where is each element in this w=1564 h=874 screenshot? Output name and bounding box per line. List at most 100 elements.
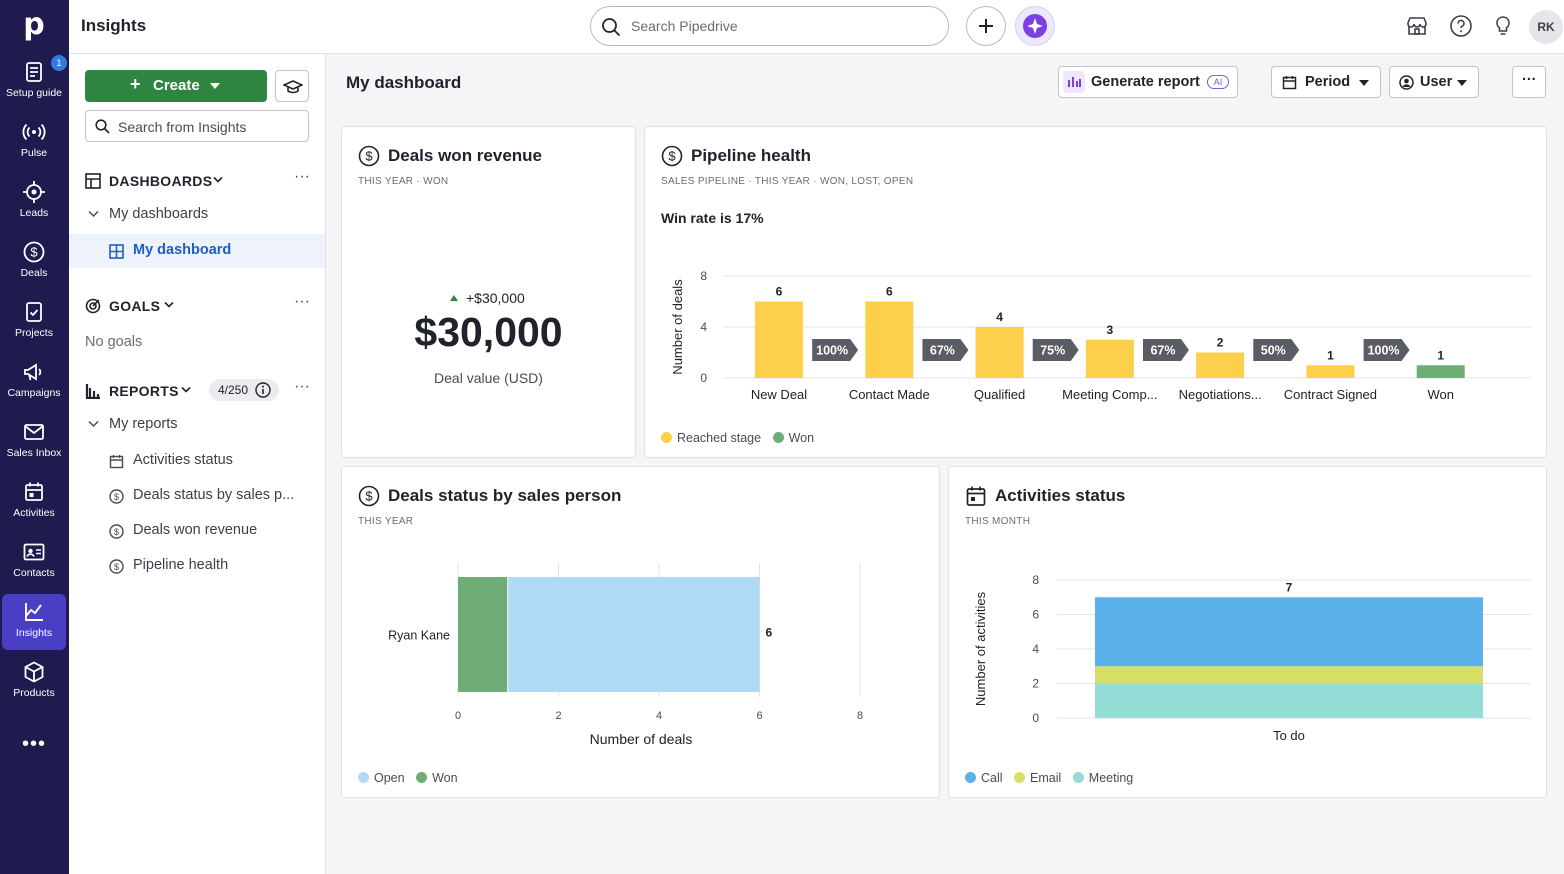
more-icon: ··· [1522,72,1537,88]
legend-dot-won [416,772,428,783]
ai-assistant-button[interactable] [1015,6,1055,46]
y-tick-label: Ryan Kane [388,629,450,643]
report-item-pipeline-health[interactable]: $ Pipeline health [85,549,315,583]
rail-item-pulse[interactable]: Pulse [2,114,66,170]
win-rate-text: Win rate is 17% [661,210,764,226]
user-circle-icon [1399,75,1414,90]
legend-dot-email [1014,772,1026,783]
goals-more-button[interactable]: ··· [294,293,310,310]
report-item-deals-status[interactable]: $ Deals status by sales p... [85,479,315,513]
user-filter-button[interactable]: User [1389,66,1479,98]
bar-chart-icon [85,384,100,399]
help-icon[interactable] [1449,14,1473,38]
svg-text:$: $ [365,489,373,504]
insights-search-input[interactable]: Search from Insights [85,110,309,142]
card-subtitle: THIS YEAR · WON [358,176,449,187]
svg-text:$: $ [365,149,373,164]
rail-item-deals[interactable]: $ Deals [2,234,66,290]
legend-item-won[interactable]: Won [416,771,458,785]
rail-item-contacts[interactable]: Contacts [2,534,66,590]
calendar-icon [1282,76,1297,90]
conversion-label: 67% [930,343,955,357]
my-dashboard-item[interactable]: My dashboard [69,234,325,268]
generate-report-button[interactable]: Generate report AI [1058,66,1238,98]
main-navigation-rail: p 1 Setup guide Pulse Leads $ Deals Projects C… [0,0,69,874]
my-reports-folder[interactable]: My reports [85,408,315,442]
insights-sidebar: + Create Search from Insights DASHBOARDS… [69,54,326,874]
deals-won-revenue-card[interactable]: $ Deals won revenue THIS YEAR · WON +$30… [341,126,636,458]
calendar-icon [966,486,986,506]
legend-item-open[interactable]: Open [358,771,405,785]
data-label: 1 [1327,348,1334,362]
legend-label: Open [374,771,405,785]
dollar-icon: $ [109,559,124,574]
pipedrive-logo[interactable]: p [23,7,45,42]
pulse-icon [22,123,46,141]
info-icon[interactable] [255,382,271,398]
legend-item-won[interactable]: Won [772,431,814,445]
legend-item-reached[interactable]: Reached stage [661,431,761,445]
rail-item-products[interactable]: Products [2,654,66,710]
plus-icon [979,19,993,33]
bar-won [1416,365,1465,378]
more-nav-icon[interactable]: ••• [22,733,47,755]
chevron-down-icon [1359,80,1369,86]
data-label: 7 [1286,580,1293,594]
dollar-icon: $ [23,241,45,263]
reports-count-badge: 4/250 [209,379,279,401]
bar-meeting [1095,683,1483,718]
dashboards-more-button[interactable]: ··· [294,168,310,185]
x-tick-label: Contact Made [849,387,930,402]
report-item-activities-status[interactable]: Activities status [85,444,315,478]
box-icon [24,661,44,683]
legend-item-meeting[interactable]: Meeting [1072,771,1134,785]
activities-status-card[interactable]: Activities status THIS MONTH 0 2 4 6 8 Number… [948,466,1547,798]
rail-item-label: Projects [15,327,53,339]
user-avatar[interactable]: RK [1529,10,1563,44]
rail-item-sales-inbox[interactable]: Sales Inbox [2,414,66,470]
bar-reached [975,327,1024,378]
bar-reached [1306,365,1355,378]
rail-item-leads[interactable]: Leads [2,174,66,230]
pipeline-health-card[interactable]: $ Pipeline health SALES PIPELINE · THIS … [644,126,1547,458]
dashboard-grid-icon [109,244,124,259]
legend-label: Call [981,771,1003,785]
quick-add-button[interactable] [966,6,1006,46]
rail-item-campaigns[interactable]: Campaigns [2,354,66,410]
rail-item-projects[interactable]: Projects [2,294,66,350]
rail-item-label: Sales Inbox [6,447,62,459]
chart-icon [25,603,43,621]
dashboard-more-button[interactable]: ··· [1512,66,1546,98]
card-subtitle: THIS MONTH [965,516,1031,527]
svg-text:$: $ [114,562,119,572]
data-label: 4 [996,310,1003,324]
legend-dot-open [358,772,369,783]
marketplace-icon[interactable] [1405,14,1429,38]
conversion-label: 75% [1040,343,1065,357]
learn-button[interactable] [275,70,309,102]
create-button[interactable]: + Create [85,70,267,102]
insights-search-placeholder: Search from Insights [118,119,247,135]
dollar-icon: $ [661,145,683,167]
y-tick-label: 8 [1032,573,1039,587]
rail-item-insights[interactable]: Insights [2,594,66,650]
legend-dot-meeting [1072,772,1084,783]
global-search-input[interactable]: Search Pipedrive [590,6,949,46]
report-item-deals-won-revenue[interactable]: $ Deals won revenue [85,514,315,548]
legend-label: Meeting [1088,771,1134,785]
bar-reached [755,301,803,378]
period-label: Period [1305,74,1351,90]
dollar-icon: $ [109,489,124,504]
my-dashboards-folder[interactable]: My dashboards [85,198,315,232]
lightbulb-icon[interactable] [1491,14,1515,38]
deals-status-by-person-card[interactable]: $ Deals status by sales person THIS YEAR… [341,466,940,798]
reports-section-label: REPORTS [109,383,179,399]
svg-text:$: $ [114,527,119,537]
reports-more-button[interactable]: ··· [294,378,310,395]
legend-item-email[interactable]: Email [1014,771,1061,785]
legend-item-call[interactable]: Call [965,771,1003,785]
rail-item-activities[interactable]: Activities [2,474,66,530]
megaphone-icon [24,363,42,381]
rail-item-setup-guide[interactable]: Setup guide [2,54,66,110]
period-filter-button[interactable]: Period [1271,66,1381,98]
